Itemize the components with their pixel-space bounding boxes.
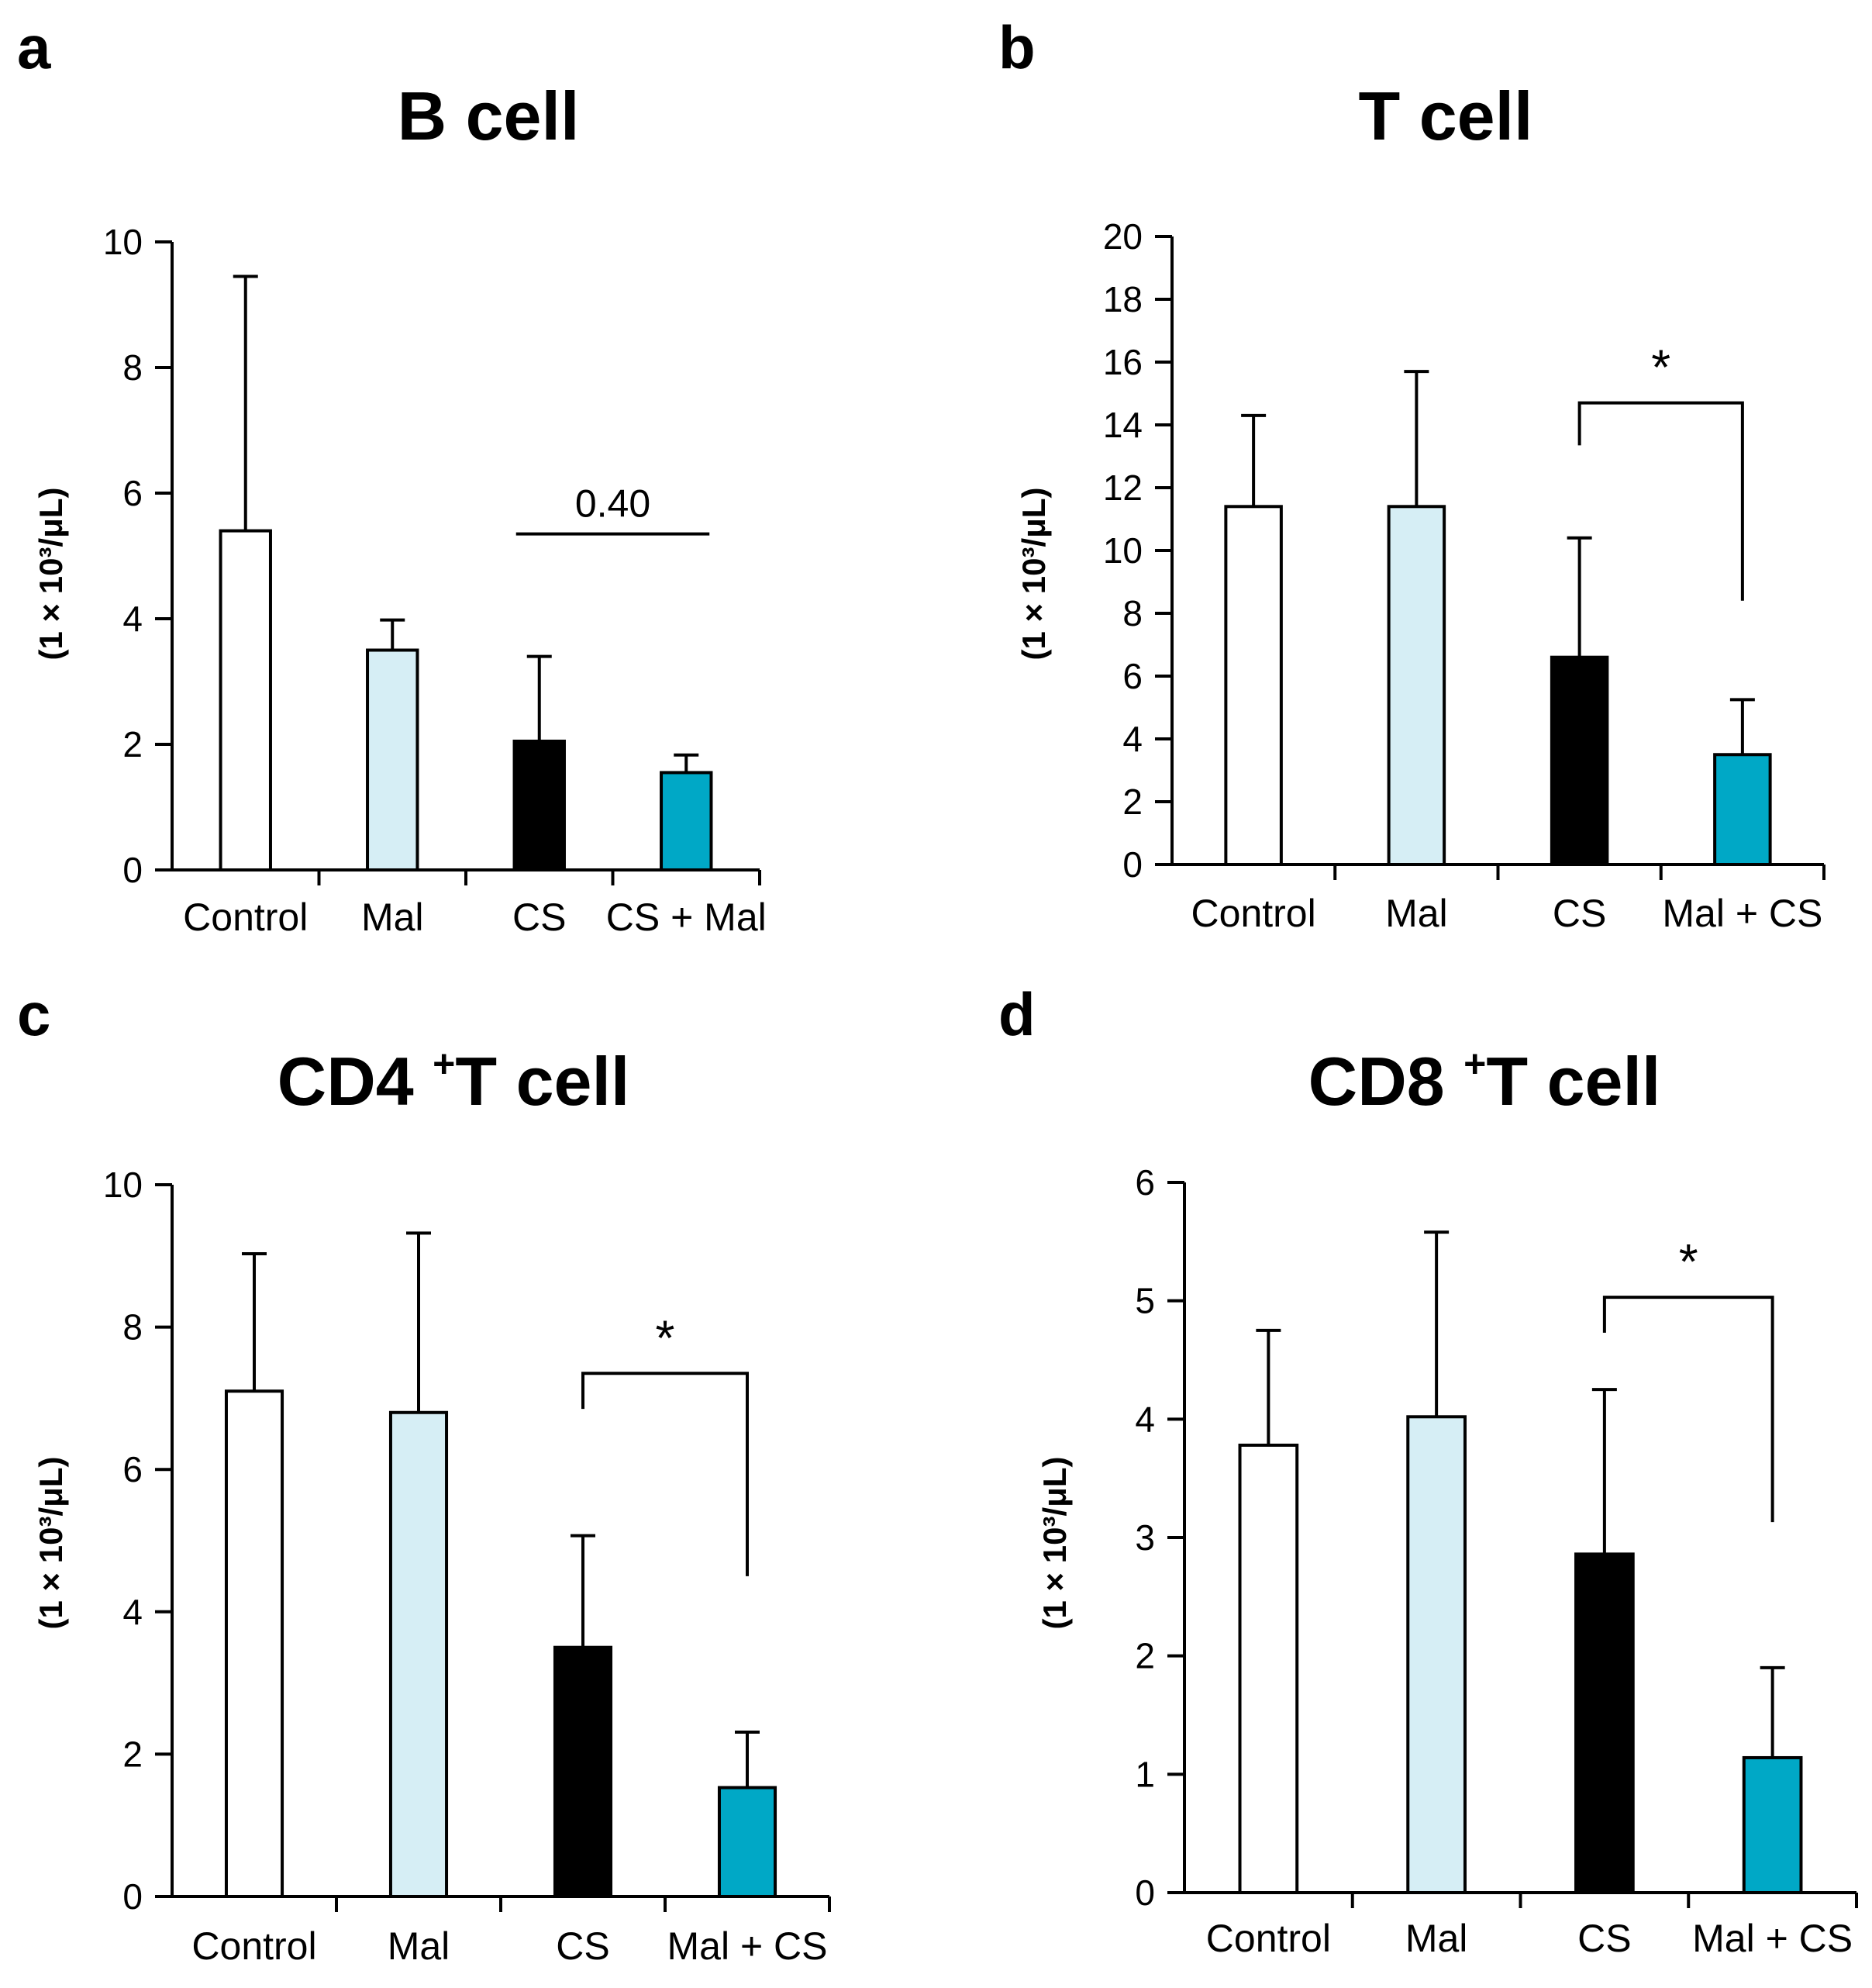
- bar-mal-cs: [717, 1786, 777, 1898]
- y-tick-label: 16: [1103, 342, 1143, 382]
- bar-mal: [388, 1410, 449, 1898]
- y-tick-label: 18: [1103, 279, 1143, 319]
- y-tick-label: 0: [122, 1876, 143, 1917]
- y-tick-label: 1: [1135, 1754, 1155, 1794]
- significance-star: *: [1651, 340, 1670, 395]
- y-tick-label: 6: [1135, 1162, 1155, 1203]
- x-tick-label: Mal + CS: [667, 1924, 827, 1968]
- y-tick-label: 5: [1135, 1281, 1155, 1321]
- significance-star: *: [1679, 1234, 1698, 1289]
- panel-letter: b: [998, 13, 1036, 81]
- x-tick-label: CS: [556, 1924, 609, 1968]
- y-tick-label: 8: [122, 347, 143, 388]
- y-axis-label: (1 × 10³/μL): [1036, 1457, 1073, 1630]
- chart-panel-d: d CD8 +T cell (1 × 10³/μL) 0 1 2 3 4 5 6 Control Ma…: [998, 980, 1858, 1960]
- x-tick-label: Mal: [1405, 1917, 1468, 1960]
- x-tick-label: CS: [1553, 892, 1606, 935]
- chart-panel-b: b T cell (1 × 10³/μL) 0 2 4 6 8 10 12 14 16 18 20 Cont…: [998, 13, 1825, 935]
- y-tick-label: 0: [122, 850, 143, 890]
- y-tick-label: 10: [103, 1165, 143, 1205]
- bar-control: [224, 1389, 284, 1898]
- y-tick-label: 12: [1103, 468, 1143, 508]
- y-tick-label: 4: [1122, 719, 1143, 759]
- x-tick-label: Mal: [388, 1924, 450, 1968]
- chart-title: B cell: [398, 78, 580, 154]
- y-tick-label: 0: [1122, 844, 1143, 885]
- chart-panel-a: a B cell (1 × 10³/μL) 0 2 4 6 8 10 Control Mal CS CS…: [17, 13, 767, 939]
- x-tick-label: Mal + CS: [1692, 1917, 1853, 1960]
- x-tick-label: Mal: [361, 896, 424, 939]
- significance-bracket: [1602, 1296, 1774, 1523]
- y-tick-label: 6: [1122, 656, 1143, 696]
- y-tick-label: 6: [122, 1449, 143, 1489]
- bar-mal-cs: [1742, 1755, 1803, 1894]
- y-axis-label: (1 × 10³/μL): [33, 488, 69, 661]
- y-tick-label: 0: [1135, 1872, 1155, 1913]
- bar-cs-mal: [660, 771, 713, 872]
- y-tick-label: 14: [1103, 405, 1143, 445]
- y-tick-label: 2: [1122, 782, 1143, 822]
- bar-mal: [1387, 505, 1446, 866]
- bar-cs: [512, 739, 566, 872]
- y-tick-label: 6: [122, 473, 143, 513]
- y-axis-label: (1 × 10³/μL): [1015, 488, 1052, 661]
- x-tick-label: Control: [1206, 1917, 1331, 1960]
- y-tick-label: 4: [122, 599, 143, 639]
- bar-control: [1224, 505, 1283, 866]
- bar-mal-cs: [1713, 753, 1772, 866]
- x-tick-label: Mal + CS: [1662, 892, 1822, 935]
- panel-letter: a: [17, 13, 51, 81]
- y-tick-label: 10: [103, 222, 143, 262]
- y-tick-label: 2: [122, 724, 143, 764]
- x-tick-label: Mal: [1385, 892, 1448, 935]
- y-tick-label: 8: [122, 1307, 143, 1348]
- y-tick-label: 4: [1135, 1399, 1155, 1439]
- chart-title: CD8 +T cell: [1308, 1042, 1661, 1120]
- y-tick-label: 4: [122, 1592, 143, 1632]
- bar-cs: [1550, 655, 1609, 866]
- y-tick-label: 8: [1122, 593, 1143, 633]
- bar-control: [1238, 1443, 1299, 1895]
- bar-control: [219, 529, 272, 871]
- chart-title: T cell: [1359, 78, 1533, 154]
- bar-cs: [553, 1645, 613, 1898]
- x-tick-label: CS: [1577, 1917, 1631, 1960]
- chart-title: CD4 +T cell: [278, 1042, 630, 1120]
- y-tick-label: 3: [1135, 1517, 1155, 1558]
- x-tick-label: CS + Mal: [606, 896, 767, 939]
- significance-bracket: [581, 1372, 749, 1576]
- x-tick-label: Control: [191, 1924, 316, 1968]
- significance-bracket: [1577, 401, 1744, 601]
- y-tick-label: 2: [1135, 1636, 1155, 1676]
- bar-mal: [366, 648, 419, 871]
- bar-cs: [1574, 1552, 1635, 1894]
- x-tick-label: Control: [183, 896, 308, 939]
- x-tick-label: Control: [1191, 892, 1316, 935]
- panel-letter: d: [998, 980, 1036, 1048]
- y-axis-label: (1 × 10³/μL): [33, 1457, 69, 1630]
- x-tick-label: CS: [512, 896, 566, 939]
- significance-star: *: [656, 1310, 675, 1365]
- y-tick-label: 10: [1103, 530, 1143, 571]
- chart-panel-c: c CD4 +T cell (1 × 10³/μL) 0 2 4 6 8 10 Control Ma…: [17, 980, 831, 1968]
- y-tick-label: 2: [122, 1734, 143, 1774]
- panel-letter: c: [17, 980, 50, 1048]
- bar-mal: [1406, 1415, 1467, 1894]
- y-tick-label: 20: [1103, 216, 1143, 257]
- p-value-label: 0.40: [575, 482, 650, 526]
